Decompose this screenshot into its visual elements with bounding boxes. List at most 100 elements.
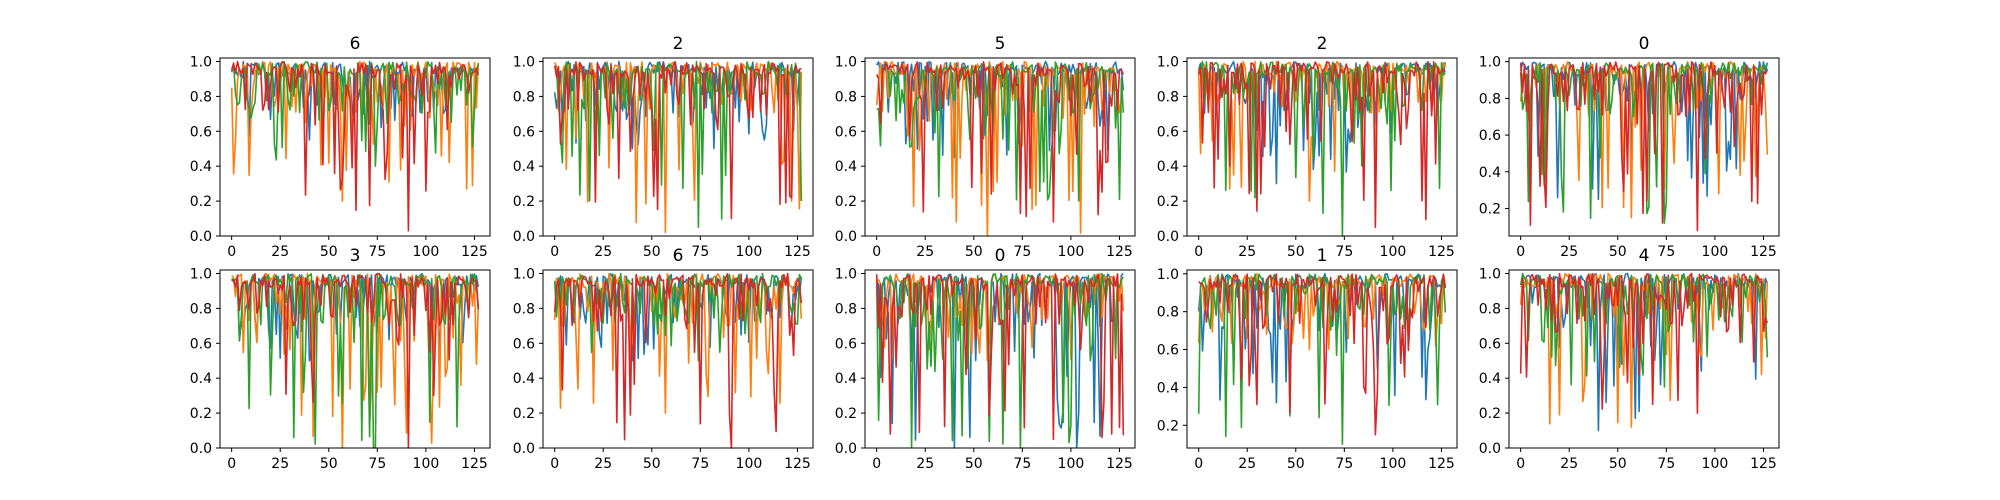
x-tick-label: 0 xyxy=(1194,456,1203,472)
x-tick-label: 0 xyxy=(550,244,559,260)
series-line-4 xyxy=(553,61,802,220)
y-tick-label: 0.2 xyxy=(835,194,857,210)
x-tick-label: 125 xyxy=(1428,456,1455,472)
y-tick-label: 0.0 xyxy=(190,229,212,245)
x-tick-label: 100 xyxy=(736,456,763,472)
subplot-title: 2 xyxy=(1317,34,1328,54)
series-group xyxy=(1519,60,1769,232)
y-tick-label: 0.4 xyxy=(1479,165,1501,181)
x-tick-label: 50 xyxy=(320,456,338,472)
y-tick-label: 0.6 xyxy=(835,336,857,352)
y-tick-label: 0.8 xyxy=(190,301,212,317)
y-tick-label: 0.4 xyxy=(513,159,535,175)
axes-frame xyxy=(1186,57,1458,237)
series-group xyxy=(875,60,1125,237)
y-tick-label: 1.0 xyxy=(835,54,857,70)
axes-frame xyxy=(542,269,814,449)
series-line-2 xyxy=(553,61,803,234)
x-tick-label: 75 xyxy=(1657,244,1675,260)
y-tick-label: 0.2 xyxy=(1157,418,1179,434)
series-group xyxy=(553,272,803,449)
series-group xyxy=(553,60,803,234)
y-tick-label: 1.0 xyxy=(190,266,212,282)
x-tick-label: 50 xyxy=(643,456,661,472)
x-tick-label: 75 xyxy=(1013,456,1031,472)
x-tick-label: 0 xyxy=(550,456,559,472)
x-tick-label: 100 xyxy=(1380,456,1407,472)
y-tick-label: 1.0 xyxy=(1479,55,1501,71)
x-tick-label: 25 xyxy=(1560,244,1578,260)
y-tick-label: 0.0 xyxy=(835,229,857,245)
series-group xyxy=(875,272,1125,449)
subplot-4: 2 0 25 50 75 100 125 0.0 0.2 0.4 0.6 0.8 1.0 xyxy=(1157,34,1458,260)
y-tick-label: 0.6 xyxy=(513,124,535,140)
y-tick-label: 0.4 xyxy=(513,371,535,387)
y-tick-label: 0.0 xyxy=(1157,229,1179,245)
x-tick-label: 50 xyxy=(643,244,661,260)
y-tick-label: 0.6 xyxy=(1157,343,1179,359)
x-tick-label: 125 xyxy=(784,456,811,472)
x-tick-label: 50 xyxy=(1609,244,1627,260)
x-tick-label: 100 xyxy=(1702,456,1729,472)
x-tick-label: 50 xyxy=(1609,456,1627,472)
x-tick-label: 25 xyxy=(916,456,934,472)
y-tick-label: 0.8 xyxy=(513,89,535,105)
axes-frame xyxy=(1508,269,1780,449)
x-tick-label: 75 xyxy=(691,244,709,260)
x-tick-label: 100 xyxy=(413,456,440,472)
y-tick-label: 0.8 xyxy=(835,301,857,317)
subplot-9: 1 0 25 50 75 100 125 0.2 0.4 0.6 0.8 1.0 xyxy=(1157,246,1458,472)
x-tick-label: 0 xyxy=(1516,244,1525,260)
x-tick-label: 0 xyxy=(1516,456,1525,472)
y-tick-label: 0.0 xyxy=(513,441,535,457)
series-group xyxy=(1197,272,1447,446)
x-tick-label: 0 xyxy=(227,244,236,260)
x-tick-label: 0 xyxy=(872,456,881,472)
y-tick-label: 0.6 xyxy=(513,336,535,352)
y-tick-label: 1.0 xyxy=(190,54,212,70)
series-group xyxy=(1519,272,1769,432)
y-tick-label: 0.8 xyxy=(1157,89,1179,105)
subplot-title: 0 xyxy=(1639,34,1650,54)
series-line-2 xyxy=(1197,60,1447,202)
x-tick-label: 50 xyxy=(965,244,983,260)
series-line-4 xyxy=(1198,273,1447,436)
y-tick-label: 1.0 xyxy=(513,266,535,282)
x-tick-label: 100 xyxy=(1702,244,1729,260)
y-tick-label: 0.2 xyxy=(1479,406,1501,422)
x-tick-label: 125 xyxy=(1106,456,1133,472)
y-tick-label: 0.4 xyxy=(835,159,857,175)
subplot-title: 6 xyxy=(350,34,361,54)
series-line-3 xyxy=(875,272,1124,449)
x-tick-label: 25 xyxy=(1238,244,1256,260)
y-tick-label: 0.6 xyxy=(1479,128,1501,144)
y-tick-label: 1.0 xyxy=(1479,266,1501,282)
x-tick-label: 25 xyxy=(1560,456,1578,472)
y-tick-label: 0.4 xyxy=(190,371,212,387)
y-tick-label: 0.0 xyxy=(1479,441,1501,457)
y-tick-label: 0.4 xyxy=(190,159,212,175)
y-tick-label: 0.6 xyxy=(835,124,857,140)
y-tick-label: 0.8 xyxy=(1479,91,1501,107)
subplot-10: 4 0 25 50 75 100 125 0.0 0.2 0.4 0.6 0.8 1.0 xyxy=(1479,246,1780,472)
x-tick-label: 0 xyxy=(872,244,881,260)
x-tick-label: 75 xyxy=(1013,244,1031,260)
x-tick-label: 125 xyxy=(784,244,811,260)
y-tick-label: 0.6 xyxy=(1157,124,1179,140)
subplot-2: 2 0 25 50 75 100 125 0.0 0.2 0.4 0.6 0.8 1.0 xyxy=(513,34,814,260)
subplot-7: 6 0 25 50 75 100 125 0.0 0.2 0.4 0.6 0.8 1.0 xyxy=(513,246,814,472)
x-tick-label: 25 xyxy=(271,456,289,472)
x-tick-label: 0 xyxy=(227,456,236,472)
y-tick-label: 0.2 xyxy=(1479,201,1501,217)
series-line-4 xyxy=(553,272,803,449)
x-tick-label: 125 xyxy=(461,456,488,472)
x-tick-label: 25 xyxy=(594,456,612,472)
series-line-4 xyxy=(1197,60,1446,229)
y-tick-label: 1.0 xyxy=(1157,267,1179,283)
series-line-4 xyxy=(230,60,480,232)
y-tick-label: 0.2 xyxy=(190,406,212,422)
subplot-title: 3 xyxy=(350,246,361,266)
x-tick-label: 75 xyxy=(691,456,709,472)
y-tick-label: 0.0 xyxy=(190,441,212,457)
